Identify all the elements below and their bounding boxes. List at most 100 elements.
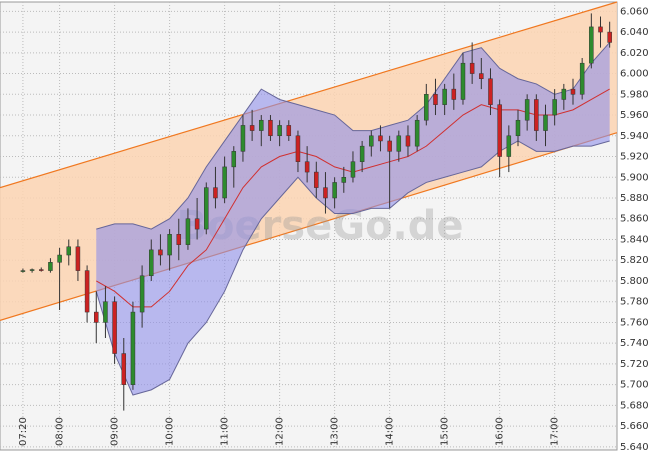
- band-upper: [96, 42, 611, 230]
- candle-body: [414, 119, 420, 147]
- y-tick-label: 5.800: [620, 276, 649, 287]
- y-tick-label: 6.040: [620, 27, 649, 38]
- y-tick-label: 5.680: [620, 400, 649, 411]
- candle-body: [579, 62, 585, 95]
- y-tick-label: 5.980: [620, 89, 649, 100]
- x-tick-label: 12:00: [275, 417, 286, 446]
- y-tick-label: 5.720: [620, 359, 649, 370]
- y-tick-label: 5.700: [620, 380, 649, 391]
- candle-body: [176, 234, 182, 245]
- candle-body: [112, 301, 117, 354]
- candle-body: [607, 31, 612, 43]
- candle-body: [460, 62, 466, 100]
- y-tick-label: 5.920: [620, 152, 649, 163]
- x-tick-label: 17:00: [550, 417, 561, 446]
- y-tick-label: 5.760: [620, 317, 649, 328]
- candle-body: [323, 187, 328, 199]
- candle-body: [552, 99, 557, 116]
- candle-body: [240, 125, 246, 152]
- x-tick-label: 15:00: [440, 417, 451, 446]
- candle-body: [20, 270, 26, 272]
- candle-body: [103, 301, 108, 323]
- candle-body: [295, 135, 301, 162]
- candle-body: [497, 104, 502, 157]
- candle-body: [185, 218, 191, 245]
- candle-body: [57, 254, 62, 263]
- y-tick-label: 5.940: [620, 131, 649, 142]
- candle-body: [268, 119, 273, 137]
- candle-body: [515, 119, 521, 137]
- candle-body: [570, 88, 576, 95]
- candle-body: [286, 125, 292, 137]
- y-tick-label: 5.740: [620, 338, 649, 349]
- band-lower: [95, 140, 610, 396]
- candle-body: [524, 99, 530, 121]
- candle-body: [75, 246, 81, 271]
- candle-body: [84, 270, 90, 313]
- candle-body: [451, 88, 457, 100]
- candle-body: [158, 249, 163, 256]
- x-tick-label: 10:00: [165, 417, 176, 446]
- candle-body: [332, 182, 337, 199]
- candle-body: [167, 234, 172, 256]
- y-tick-label: 5.960: [620, 110, 649, 121]
- candle-body: [598, 26, 603, 33]
- x-tick-label: 08:00: [55, 417, 66, 446]
- x-tick-label: 11:00: [220, 417, 231, 446]
- candle-body: [259, 119, 264, 131]
- candle-body: [29, 269, 35, 271]
- channel-line: [0, 1, 618, 189]
- candle-body: [387, 140, 392, 152]
- y-tick-label: 5.860: [620, 214, 649, 225]
- candle-body: [341, 177, 347, 183]
- candle-body: [304, 161, 310, 173]
- candle-body: [222, 166, 227, 199]
- y-tick-label: 5.660: [620, 421, 649, 432]
- candle-body: [231, 151, 237, 168]
- candle-body: [94, 311, 99, 323]
- candle-body: [48, 262, 53, 271]
- candle-body: [534, 99, 539, 131]
- x-tick-label: 14:00: [385, 417, 396, 446]
- candle-body: [139, 275, 145, 313]
- candle-body: [469, 62, 475, 74]
- candle-body: [249, 125, 255, 131]
- candle-body: [149, 249, 154, 277]
- candle-body: [561, 88, 567, 100]
- candle-body: [424, 94, 429, 121]
- y-tick-label: 6.020: [620, 48, 649, 59]
- candle-body: [359, 145, 365, 162]
- candle-body: [204, 187, 209, 230]
- y-tick-label: 6.060: [620, 6, 649, 17]
- candle-body: [213, 187, 218, 199]
- candle-body: [369, 135, 374, 147]
- candle-body: [506, 135, 512, 157]
- y-tick-label: 5.820: [620, 255, 649, 266]
- candle-body: [314, 171, 319, 188]
- candle-body: [543, 114, 548, 131]
- candle-body: [194, 218, 200, 230]
- candle-body: [121, 353, 127, 385]
- y-tick-label: 5.640: [620, 442, 649, 453]
- candle-body: [433, 94, 438, 105]
- candle-body: [130, 311, 136, 385]
- candle-body: [39, 269, 44, 271]
- x-tick-label: 09:00: [110, 417, 121, 446]
- candle-body: [66, 246, 72, 256]
- y-tick-label: 5.880: [620, 193, 649, 204]
- y-tick-label: 6.000: [620, 69, 649, 80]
- x-tick-label: 13:00: [330, 417, 341, 446]
- y-tick-label: 5.840: [620, 234, 649, 245]
- candle-body: [479, 73, 484, 79]
- candle-body: [396, 135, 402, 152]
- x-tick-label: 07:20: [18, 417, 29, 446]
- y-tick-label: 5.900: [620, 172, 649, 183]
- candle-body: [277, 125, 282, 137]
- candle-body: [405, 135, 411, 147]
- candle-body: [350, 161, 356, 178]
- candle-body: [442, 88, 447, 105]
- band-fill: [96, 42, 610, 396]
- candle-body: [589, 26, 594, 64]
- candle-body: [378, 135, 383, 142]
